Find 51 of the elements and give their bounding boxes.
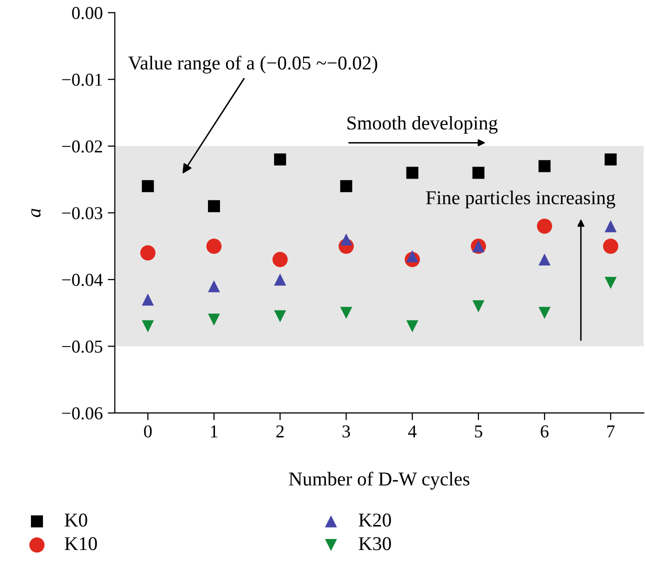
point [340, 180, 352, 192]
point [604, 276, 617, 289]
point [140, 245, 156, 260]
legend-label: K30 [358, 537, 391, 550]
y-tick-label: −0.04 [62, 274, 103, 286]
point [208, 280, 220, 292]
y-tick-label: −0.01 [62, 74, 102, 86]
x-tick-label: 7 [607, 426, 615, 438]
point [274, 310, 286, 322]
point [142, 180, 154, 192]
point [208, 200, 220, 212]
y-tick-label: −0.03 [62, 207, 102, 220]
point [536, 218, 552, 234]
point [604, 153, 617, 166]
x-tick-label: 0 [144, 425, 152, 438]
annotation: Value range of a (−0.05 ~−0.02) [128, 56, 378, 74]
point [272, 252, 288, 268]
point [538, 254, 551, 266]
point [274, 274, 286, 286]
legend-label: K20 [358, 514, 391, 527]
point [142, 320, 154, 332]
x-tick-label: 2 [276, 425, 284, 438]
y-tick-label: −0.06 [62, 407, 102, 420]
point [406, 320, 418, 332]
annotation: Fine particles increasing [426, 190, 616, 208]
y-axis-title: a [31, 208, 41, 218]
point [538, 306, 551, 319]
x-axis-title: Number of D-W cycles [289, 472, 470, 490]
point [538, 160, 551, 172]
point [472, 300, 484, 312]
legend-label: K10 [64, 537, 97, 550]
point [206, 238, 222, 254]
annotation: Smooth developing [348, 116, 498, 134]
point [340, 306, 352, 319]
x-tick-label: 5 [474, 426, 482, 438]
point [472, 166, 484, 179]
point [406, 166, 418, 179]
point [208, 314, 220, 326]
point [340, 234, 352, 246]
x-tick-label: 3 [342, 425, 350, 438]
x-tick-label: 4 [408, 425, 417, 438]
y-tick-label: −0.05 [62, 340, 102, 353]
y-tick-label: 0.00 [72, 6, 102, 20]
x-tick-label: 6 [540, 425, 549, 438]
y-tick-label: −0.02 [62, 140, 102, 153]
point [142, 294, 154, 306]
legend-label: K0 [64, 514, 88, 527]
point [604, 220, 617, 232]
x-tick-label: 1 [211, 425, 218, 438]
point [603, 238, 618, 254]
point [274, 153, 286, 166]
